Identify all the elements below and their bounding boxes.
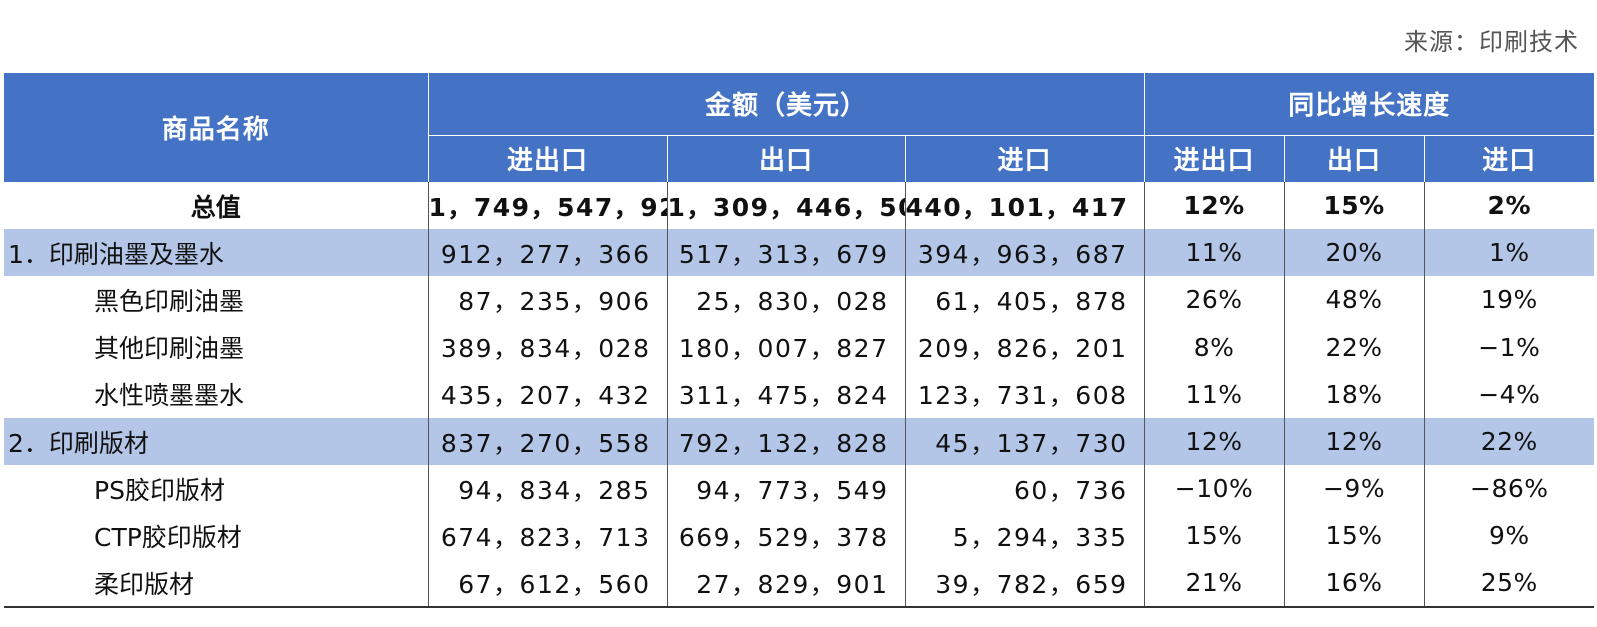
row-name: PS胶印版材 — [94, 475, 225, 505]
cell-growth-export: 20% — [1283, 229, 1425, 277]
cell-amount-total: 912，277，366 — [427, 229, 667, 277]
table-row: 总值1，749，547，9241，309，446，507440，101，4171… — [4, 182, 1595, 230]
cell-amount-total: 94，834，285 — [427, 465, 667, 513]
cell-amount-export: 792，132，828 — [666, 417, 905, 466]
table-body: 总值1，749，547，9241，309，446，507440，101，4171… — [4, 182, 1595, 608]
header-amount-group: 金额（美元） — [427, 73, 1145, 135]
cell-amount-total: 87，235，906 — [427, 276, 667, 324]
cell-amount-export: 25，830，028 — [666, 276, 905, 324]
cell-growth-export: 22% — [1283, 323, 1425, 371]
cell-amount-total: 435，207，432 — [427, 370, 667, 418]
cell-growth-export: 18% — [1283, 370, 1425, 418]
cell-growth-export: 48% — [1283, 276, 1425, 324]
header-amount-export: 出口 — [666, 134, 905, 182]
cell-growth-import: −86% — [1423, 465, 1595, 513]
cell-amount-import: 61，405，878 — [904, 276, 1145, 324]
row-name: 总值 — [190, 192, 241, 222]
header-growth-total: 进出口 — [1143, 134, 1285, 182]
cell-amount-total: 67，612，560 — [427, 559, 667, 608]
cell-amount-import: 209，826，201 — [904, 323, 1145, 371]
cell-amount-import: 45，137，730 — [904, 417, 1145, 466]
cell-amount-export: 669，529，378 — [666, 512, 905, 560]
cell-amount-import: 394，963，687 — [904, 229, 1145, 277]
header-amount-total: 进出口 — [427, 134, 667, 182]
row-name: 其他印刷油墨 — [94, 334, 245, 364]
table-row: PS胶印版材 94，834，285 94，773，549 60，736 −10% −9% −… — [4, 465, 1595, 513]
cell-growth-total: 8% — [1143, 323, 1285, 371]
table-row: CTP胶印版材 674，823，713 669，529，378 5，294，335 15… — [4, 512, 1595, 560]
cell-amount-import: 5，294，335 — [904, 512, 1145, 560]
cell-growth-import: 22% — [1423, 417, 1595, 466]
table-row: 黑色印刷油墨 87，235，906 25，830，028 61，405，878 26% 4… — [4, 276, 1595, 324]
table-header: 商品名称 金额（美元） 同比增长速度 进出口 出口 进口 进出口 出口 进口 — [4, 73, 1595, 182]
cell-growth-import: 9% — [1423, 512, 1595, 560]
trade-table: 商品名称 金额（美元） 同比增长速度 进出口 出口 进口 进出口 出口 进口 总… — [4, 73, 1595, 608]
cell-amount-export: 27，829，901 — [666, 559, 905, 608]
table-row: 水性喷墨墨水 435，207，432 311，475，824 123，731，608 1… — [4, 370, 1595, 418]
cell-growth-total: 11% — [1143, 229, 1285, 277]
cell-growth-total: 21% — [1143, 559, 1285, 608]
header-growth-group: 同比增长速度 — [1143, 73, 1595, 135]
row-name: 柔印版材 — [4, 559, 428, 608]
cell-growth-import: −4% — [1423, 370, 1595, 418]
cell-amount-total: 837，270，558 — [427, 417, 667, 466]
row-name: 2．印刷版材 — [4, 417, 428, 466]
table-row: 2．印刷版材 837，270，558 792，132，828 45，137，730 12… — [4, 417, 1595, 466]
header-product-name: 商品名称 — [4, 73, 428, 182]
cell-growth-export: 15% — [1283, 512, 1425, 560]
cell-growth-import: 25% — [1423, 559, 1595, 608]
cell-amount-total: 674，823，713 — [427, 512, 667, 560]
cell-growth-export: 12% — [1283, 417, 1425, 466]
cell-amount-export: 180，007，827 — [666, 323, 905, 371]
cell-growth-import: 19% — [1423, 276, 1595, 324]
cell-growth-total: 12% — [1143, 182, 1285, 230]
cell-amount-import: 123，731，608 — [904, 370, 1145, 418]
cell-growth-total: 12% — [1143, 417, 1285, 466]
cell-amount-import: 440，101，417 — [904, 182, 1145, 230]
cell-amount-import: 39，782，659 — [904, 559, 1145, 608]
cell-amount-import: 60，736 — [904, 465, 1145, 513]
cell-growth-total: 15% — [1143, 512, 1285, 560]
cell-growth-total: 11% — [1143, 370, 1285, 418]
cell-amount-export: 311，475，824 — [666, 370, 905, 418]
source-note: 来源：印刷技术 — [1404, 28, 1579, 56]
cell-amount-export: 517，313，679 — [666, 229, 905, 277]
row-name: 水性喷墨墨水 — [94, 381, 245, 411]
header-growth-export: 出口 — [1283, 134, 1425, 182]
header-growth-import: 进口 — [1423, 134, 1595, 182]
cell-growth-export: 15% — [1283, 182, 1425, 230]
row-name: 1．印刷油墨及墨水 — [4, 229, 428, 277]
cell-growth-export: −9% — [1283, 465, 1425, 513]
cell-growth-total: −10% — [1143, 465, 1285, 513]
cell-amount-total: 1，749，547，924 — [427, 182, 667, 230]
cell-amount-export: 1，309，446，507 — [666, 182, 905, 230]
table-row: 柔印版材 67，612，560 27，829，901 39，782，659 21% 16%… — [4, 559, 1595, 608]
cell-growth-import: 2% — [1423, 182, 1595, 230]
cell-amount-total: 389，834，028 — [427, 323, 667, 371]
header-amount-import: 进口 — [904, 134, 1145, 182]
row-name: 黑色印刷油墨 — [94, 286, 245, 316]
row-name: CTP胶印版材 — [94, 522, 242, 552]
cell-growth-import: 1% — [1423, 229, 1595, 277]
cell-amount-export: 94，773，549 — [666, 465, 905, 513]
table-row: 其他印刷油墨 389，834，028 180，007，827 209，826，201 8… — [4, 323, 1595, 371]
table-row: 1．印刷油墨及墨水 912，277，366 517，313，679 394，963，6… — [4, 229, 1595, 277]
cell-growth-export: 16% — [1283, 559, 1425, 608]
cell-growth-total: 26% — [1143, 276, 1285, 324]
cell-growth-import: −1% — [1423, 323, 1595, 371]
